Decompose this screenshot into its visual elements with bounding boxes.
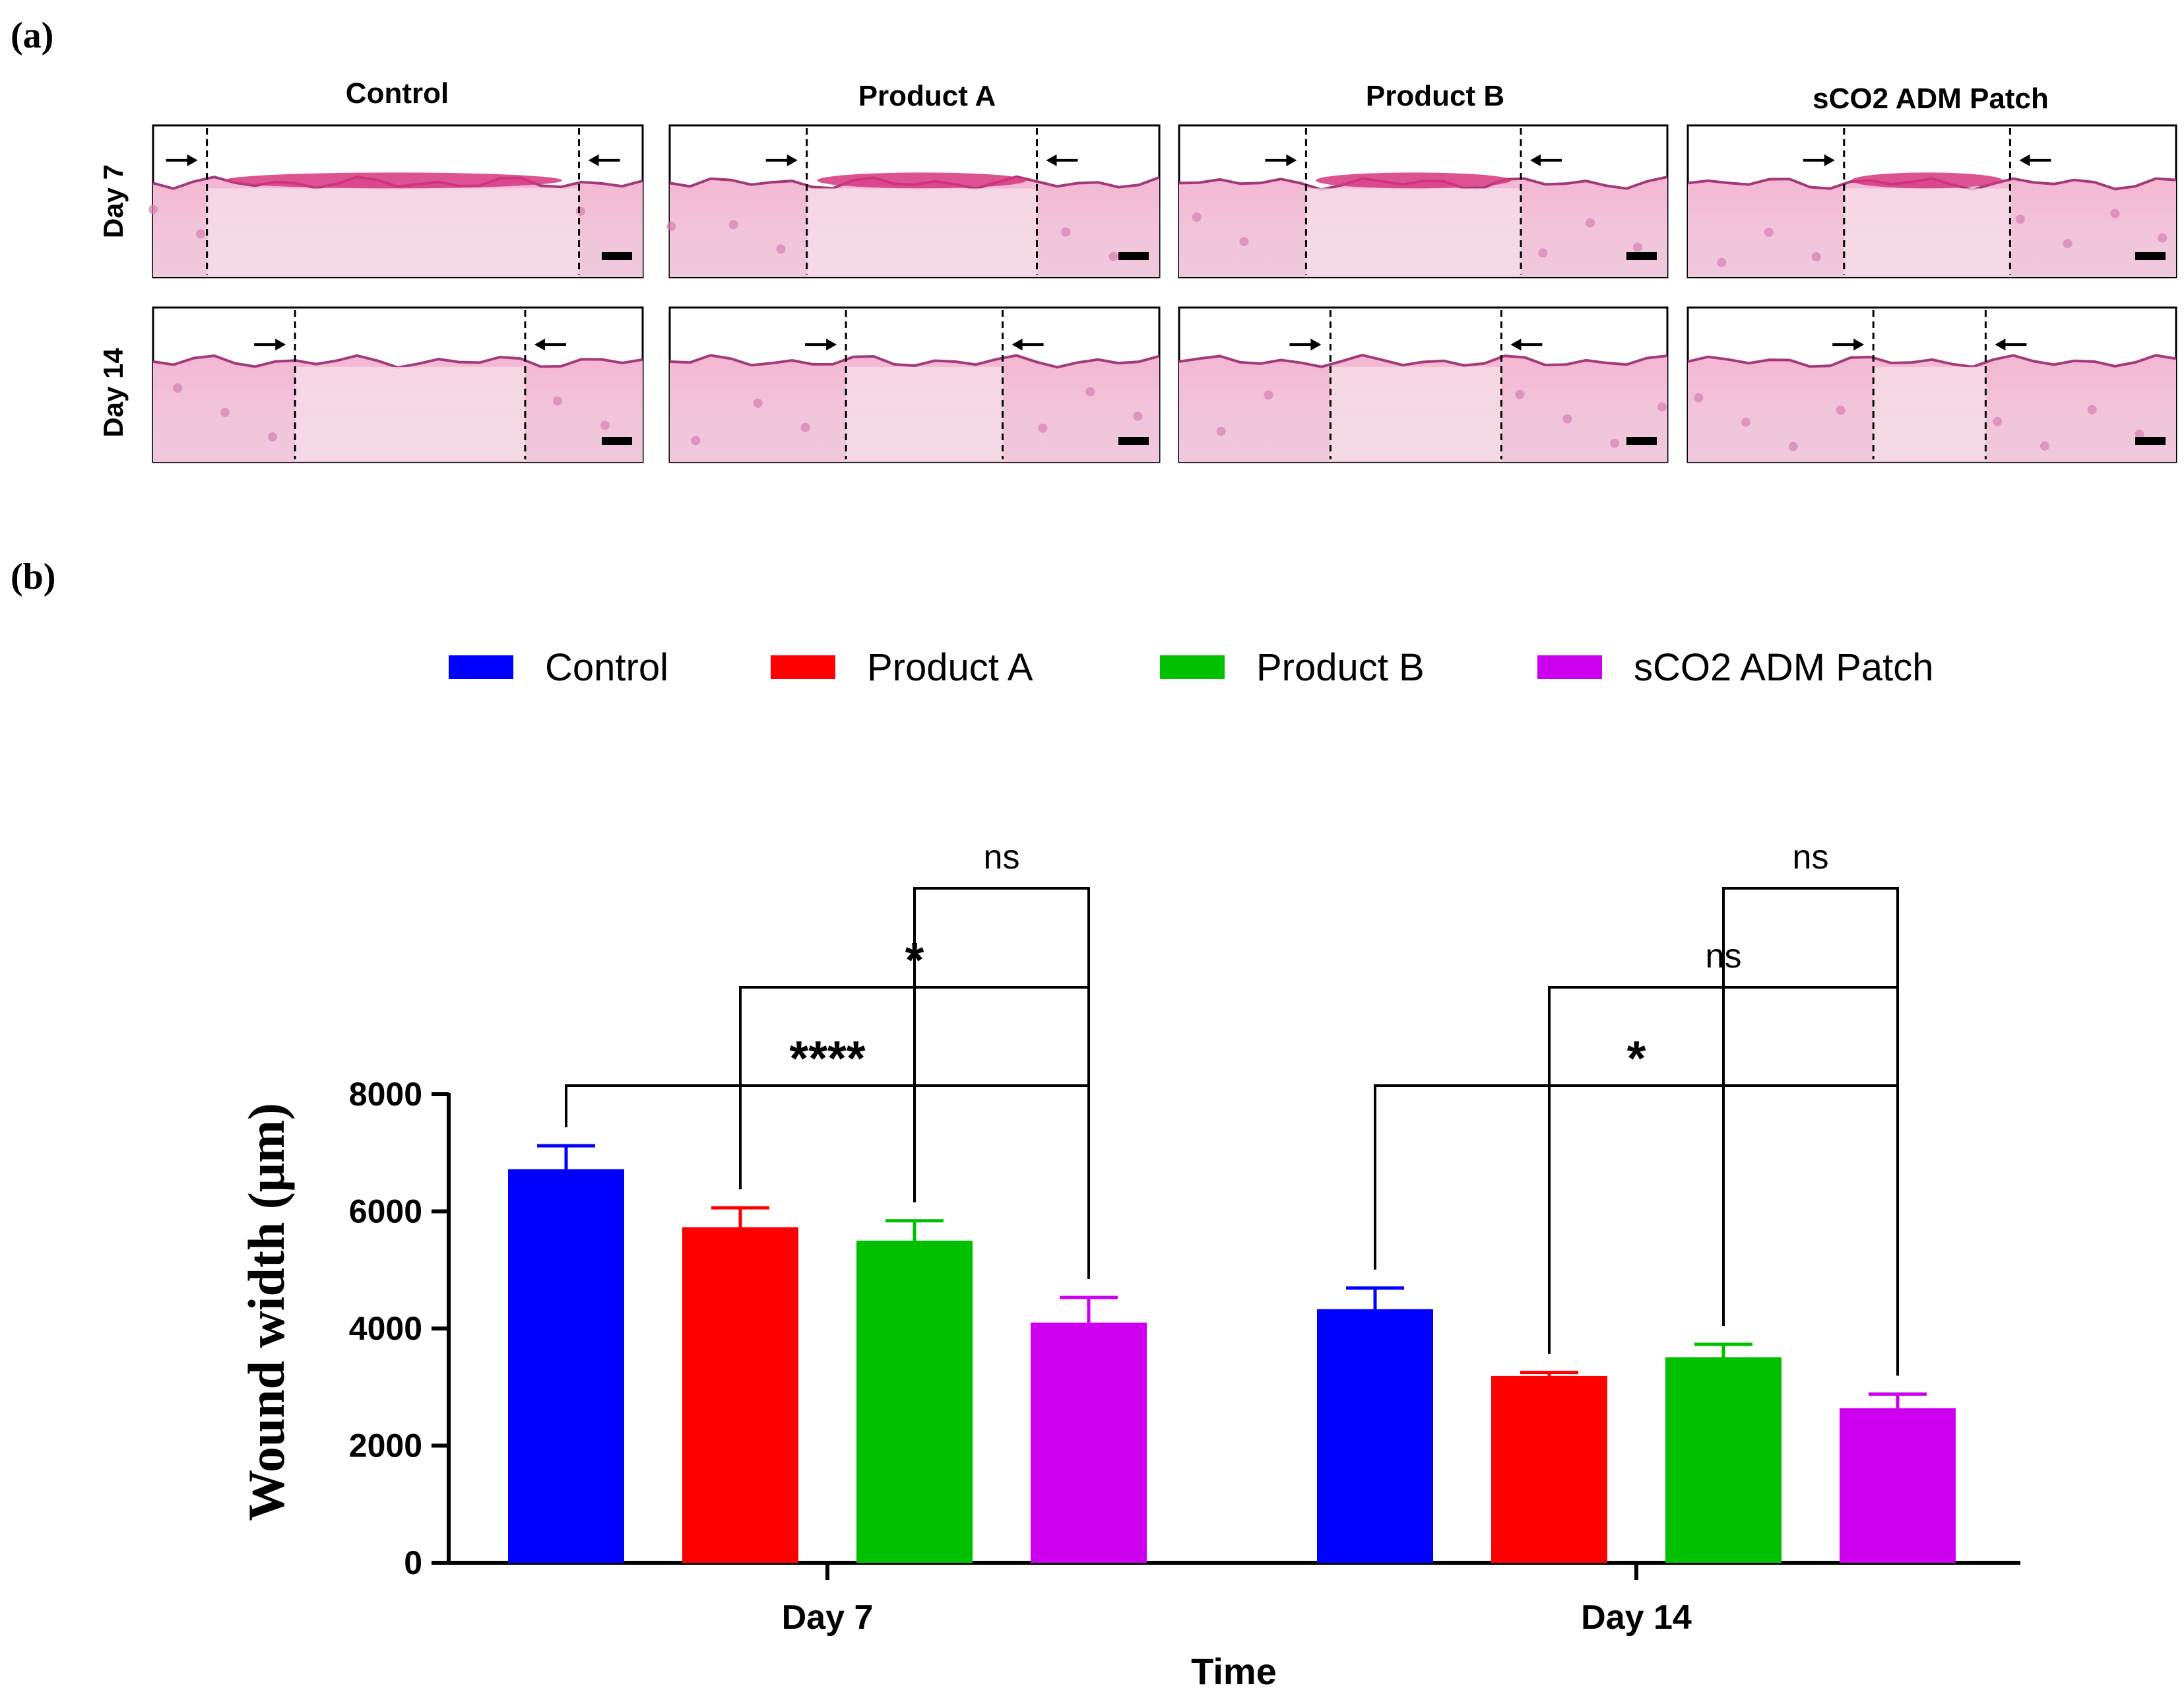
bar: [1665, 1357, 1782, 1563]
arrow-left-icon: [534, 339, 566, 351]
column-title-product-b: Product B: [1366, 80, 1504, 112]
legend-label: Control: [545, 646, 668, 689]
arrow-left-icon: [1510, 339, 1543, 351]
arrow-left-icon: [1995, 339, 2027, 351]
bar: [682, 1227, 798, 1563]
significance-bracket: [1722, 887, 1899, 1376]
arrow-right-icon: [1265, 154, 1297, 166]
arrow-right-icon: [1289, 339, 1322, 351]
legend-swatch: [1160, 655, 1225, 679]
y-tick-label: 0: [404, 1544, 422, 1581]
legend-item: Product B: [1160, 646, 1425, 689]
x-tick-label: Day 14: [1581, 1598, 1692, 1637]
arrow-left-icon: [1530, 154, 1562, 166]
histology-image: [1178, 124, 1669, 279]
bar: [1840, 1408, 1956, 1563]
legend-swatch: [1537, 655, 1602, 679]
x-tick-label: Day 7: [782, 1598, 874, 1637]
bar: [508, 1169, 624, 1563]
histology-image: [666, 124, 1161, 279]
histology-image: [1178, 306, 1669, 463]
significance-bracket: [1374, 1084, 1899, 1376]
histology-panel: Control Product A Product B sCO2 ADM Pat…: [98, 77, 2177, 463]
bar: [1491, 1375, 1607, 1563]
legend-item: Control: [449, 646, 668, 689]
column-title-control: Control: [346, 77, 449, 110]
legend-label: Product B: [1256, 646, 1425, 689]
bar-chart: Wound width (μm) Time 0 2000 4000 6000 8000 D…: [238, 838, 2020, 1692]
column-title-product-a: Product A: [858, 80, 996, 112]
y-tick-label: 6000: [349, 1193, 422, 1230]
legend-swatch: [449, 655, 513, 679]
legend-label: Product A: [867, 646, 1033, 689]
y-tick-label: 8000: [349, 1076, 422, 1113]
legend-item: Product A: [771, 646, 1033, 689]
column-title-sco2-adm-patch: sCO2 ADM Patch: [1813, 82, 2049, 115]
arrow-left-icon: [1012, 339, 1044, 351]
significance-bracket: [913, 887, 1090, 1279]
bar: [1317, 1309, 1433, 1563]
significance-label: *: [1627, 1031, 1646, 1086]
arrow-right-icon: [254, 339, 286, 351]
panel-b-label: (b): [11, 556, 55, 597]
x-axis-title: Time: [1191, 1651, 1277, 1692]
y-axis-title: Wound width (μm): [238, 1103, 295, 1521]
arrow-left-icon: [1046, 154, 1078, 166]
histology-image: [1686, 124, 2177, 279]
legend: Control Product A Product B sCO2 ADM Patch: [449, 646, 1933, 689]
arrow-right-icon: [1832, 339, 1865, 351]
arrow-right-icon: [765, 154, 798, 166]
arrow-left-icon: [588, 154, 620, 166]
arrow-left-icon: [2019, 154, 2051, 166]
bar: [856, 1240, 973, 1563]
histology-image: [148, 124, 644, 279]
arrow-right-icon: [805, 339, 837, 351]
scale-bar: [602, 252, 632, 260]
scale-bar: [1626, 252, 1657, 260]
histology-image: [668, 306, 1161, 463]
scale-bar: [2135, 437, 2166, 445]
scale-bar: [2135, 252, 2166, 260]
significance-label: ****: [789, 1031, 865, 1086]
arrow-right-icon: [166, 154, 198, 166]
legend-label: sCO2 ADM Patch: [1634, 646, 1933, 689]
bar: [1031, 1323, 1147, 1563]
scale-bar: [1626, 437, 1657, 445]
histology-image: [1686, 306, 2177, 463]
panel-a-label: (a): [11, 15, 53, 56]
scale-bar: [1118, 252, 1149, 260]
significance-label: ns: [984, 838, 1020, 876]
y-tick-label: 2000: [349, 1427, 422, 1464]
arrow-right-icon: [1803, 154, 1835, 166]
legend-swatch: [771, 655, 835, 679]
y-tick-label: 4000: [349, 1310, 422, 1347]
significance-label: ns: [1793, 838, 1829, 876]
row-title-day7: Day 7: [98, 164, 129, 238]
significance-bracket: [565, 1084, 1090, 1279]
row-title-day14: Day 14: [98, 348, 129, 438]
scale-bar: [1118, 437, 1149, 445]
legend-item: sCO2 ADM Patch: [1537, 646, 1933, 689]
scale-bar: [602, 437, 632, 445]
histology-image: [152, 306, 644, 463]
